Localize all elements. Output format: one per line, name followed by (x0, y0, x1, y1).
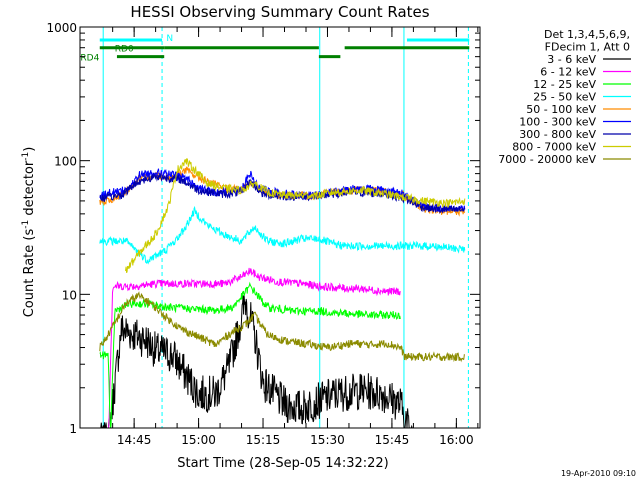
legend: Det 1,3,4,5,6,9,FDecim 1, Att 03 - 6 keV… (498, 28, 631, 166)
series-line (99, 295, 414, 428)
legend-header-line: FDecim 1, Att 0 (545, 41, 630, 54)
x-tick-label: 15:15 (246, 433, 281, 447)
y-tick-label: 100 (54, 155, 77, 169)
y-tick-label: 1 (69, 422, 77, 436)
y-axis-label: Count Rate (s-1 detector-1) (21, 147, 37, 318)
footer-timestamp: 19-Apr-2010 09:10 (561, 469, 636, 478)
legend-entry-label: 300 - 800 keV (519, 128, 596, 141)
legend-entry-label: 25 - 50 keV (533, 91, 596, 104)
plot-frame (79, 26, 481, 429)
state-bar-label: RD4 (80, 54, 99, 64)
state-bar-label: N (166, 34, 173, 44)
legend-entry-label: 50 - 100 keV (526, 103, 596, 116)
legend-entry-label: 6 - 12 keV (540, 66, 596, 79)
x-axis: 14:45 15:00 15:15 15:30 15:45 16:00 (112, 27, 479, 447)
series-line (125, 157, 466, 273)
plot-series-group: N RD0 RD4 (80, 27, 470, 428)
x-axis-label: Start Time (28-Sep-05 14:32:22) (177, 456, 388, 471)
plot-area: N RD0 RD4 (79, 26, 481, 429)
legend-entry-label: 3 - 6 keV (547, 53, 596, 66)
series-line (99, 291, 466, 363)
state-bar-label: RD0 (115, 45, 134, 55)
x-tick-label: 14:45 (117, 433, 152, 447)
series-line (99, 281, 401, 428)
x-tick-label: 16:00 (439, 433, 474, 447)
y-tick-label: 10 (62, 288, 77, 302)
legend-entry-label: 100 - 300 keV (519, 116, 596, 129)
chart-title: HESSI Observing Summary Count Rates (130, 3, 429, 21)
y-axis: 1 10 100 1000 (46, 21, 480, 436)
x-tick-label: 15:30 (310, 433, 345, 447)
legend-entry-label: 12 - 25 keV (533, 78, 596, 91)
legend-header-line: Det 1,3,4,5,6,9, (544, 28, 630, 41)
x-tick-label: 15:00 (181, 433, 216, 447)
series-line (99, 205, 466, 265)
x-tick-label: 15:45 (375, 433, 410, 447)
legend-entry-label: 800 - 7000 keV (512, 141, 596, 154)
series-line (107, 267, 401, 428)
y-tick-label: 1000 (46, 21, 77, 35)
legend-entry-label: 7000 - 20000 keV (498, 153, 596, 166)
